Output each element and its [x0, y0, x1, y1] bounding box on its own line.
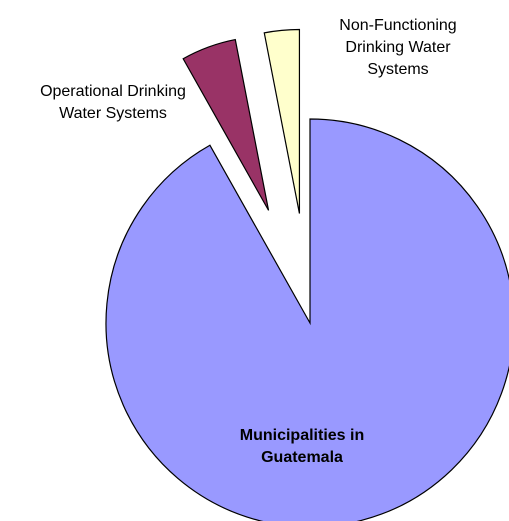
- slice-label-line: Systems: [367, 61, 428, 78]
- slice-label-line: Guatemala: [261, 449, 343, 466]
- pie-slice-1: [105, 118, 509, 521]
- slice-label-line: Municipalities in: [240, 427, 364, 444]
- slice-label-2: Operational Drinking Water Systems: [40, 83, 186, 122]
- pie-slice-3: [263, 28, 301, 214]
- slice-label-1: Municipalities in Guatemala: [240, 427, 364, 466]
- slice-label-line: Drinking Water: [345, 39, 451, 56]
- slice-label-line: Water Systems: [59, 105, 167, 122]
- pie-slice-2: [182, 38, 270, 211]
- slice-label-3: Non-Functioning Drinking Water Systems: [339, 17, 456, 78]
- slice-label-line: Non-Functioning: [339, 17, 456, 34]
- slice-label-line: Operational Drinking: [40, 83, 186, 100]
